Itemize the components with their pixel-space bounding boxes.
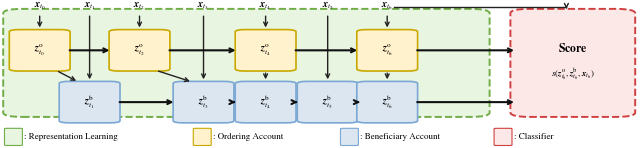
Text: $\boldsymbol{z}^{\mathrm{b}}_{t_5}$: $\boldsymbol{z}^{\mathrm{b}}_{t_5}$ bbox=[322, 93, 333, 111]
Text: $\mathbf{Score}$: $\mathbf{Score}$ bbox=[558, 42, 588, 55]
Text: $\boldsymbol{x}_{t_4}$: $\boldsymbol{x}_{t_4}$ bbox=[259, 1, 272, 12]
Text: $s(\boldsymbol{z}^{\mathrm{o}}_{t_6},\boldsymbol{z}^{\mathrm{b}}_{t_6},\boldsymb: $s(\boldsymbol{z}^{\mathrm{o}}_{t_6},\bo… bbox=[551, 67, 595, 82]
Text: $\boldsymbol{x}_{t_2}$: $\boldsymbol{x}_{t_2}$ bbox=[133, 1, 146, 12]
Text: : Classifier: : Classifier bbox=[514, 133, 554, 141]
FancyBboxPatch shape bbox=[109, 30, 170, 71]
Text: : Representation Learning: : Representation Learning bbox=[24, 133, 118, 141]
Text: $\boldsymbol{x}_{t_5}$: $\boldsymbol{x}_{t_5}$ bbox=[322, 1, 333, 12]
Text: : Ordering Account: : Ordering Account bbox=[213, 133, 284, 141]
FancyBboxPatch shape bbox=[357, 30, 417, 71]
FancyBboxPatch shape bbox=[9, 30, 70, 71]
FancyBboxPatch shape bbox=[60, 81, 120, 123]
FancyBboxPatch shape bbox=[193, 128, 211, 145]
Text: $\boldsymbol{z}^{\mathrm{b}}_{t_6}$: $\boldsymbol{z}^{\mathrm{b}}_{t_6}$ bbox=[381, 93, 393, 111]
FancyBboxPatch shape bbox=[298, 81, 358, 123]
Text: $\boldsymbol{z}^{\mathrm{b}}_{t_3}$: $\boldsymbol{z}^{\mathrm{b}}_{t_3}$ bbox=[198, 93, 209, 111]
Text: $\boldsymbol{x}_{t_3}$: $\boldsymbol{x}_{t_3}$ bbox=[198, 1, 209, 12]
Text: $\boldsymbol{x}_{t_6}$: $\boldsymbol{x}_{t_6}$ bbox=[381, 1, 394, 12]
Text: $\boldsymbol{z}^{\mathrm{o}}_{t_6}$: $\boldsymbol{z}^{\mathrm{o}}_{t_6}$ bbox=[381, 42, 393, 58]
FancyBboxPatch shape bbox=[340, 128, 358, 145]
FancyBboxPatch shape bbox=[173, 81, 234, 123]
FancyBboxPatch shape bbox=[236, 30, 296, 71]
FancyBboxPatch shape bbox=[494, 128, 512, 145]
Text: $\boldsymbol{z}^{\mathrm{b}}_{t_1}$: $\boldsymbol{z}^{\mathrm{b}}_{t_1}$ bbox=[84, 93, 95, 111]
Text: $\boldsymbol{x}_{t_0}$: $\boldsymbol{x}_{t_0}$ bbox=[33, 1, 46, 12]
FancyBboxPatch shape bbox=[357, 81, 417, 123]
Text: $\boldsymbol{x}_{t_1}$: $\boldsymbol{x}_{t_1}$ bbox=[84, 1, 95, 12]
Text: $\boldsymbol{z}^{\mathrm{o}}_{t_2}$: $\boldsymbol{z}^{\mathrm{o}}_{t_2}$ bbox=[134, 42, 145, 58]
FancyBboxPatch shape bbox=[236, 81, 296, 123]
FancyBboxPatch shape bbox=[511, 9, 635, 117]
Text: $\boldsymbol{z}^{\mathrm{b}}_{t_4}$: $\boldsymbol{z}^{\mathrm{b}}_{t_4}$ bbox=[260, 93, 271, 111]
FancyBboxPatch shape bbox=[4, 128, 22, 145]
Text: $\boldsymbol{z}^{\mathrm{o}}_{t_4}$: $\boldsymbol{z}^{\mathrm{o}}_{t_4}$ bbox=[260, 42, 271, 58]
Text: : Beneficiary Account: : Beneficiary Account bbox=[360, 133, 440, 141]
Text: $\boldsymbol{z}^{\mathrm{o}}_{t_0}$: $\boldsymbol{z}^{\mathrm{o}}_{t_0}$ bbox=[34, 42, 45, 58]
FancyBboxPatch shape bbox=[3, 9, 490, 117]
